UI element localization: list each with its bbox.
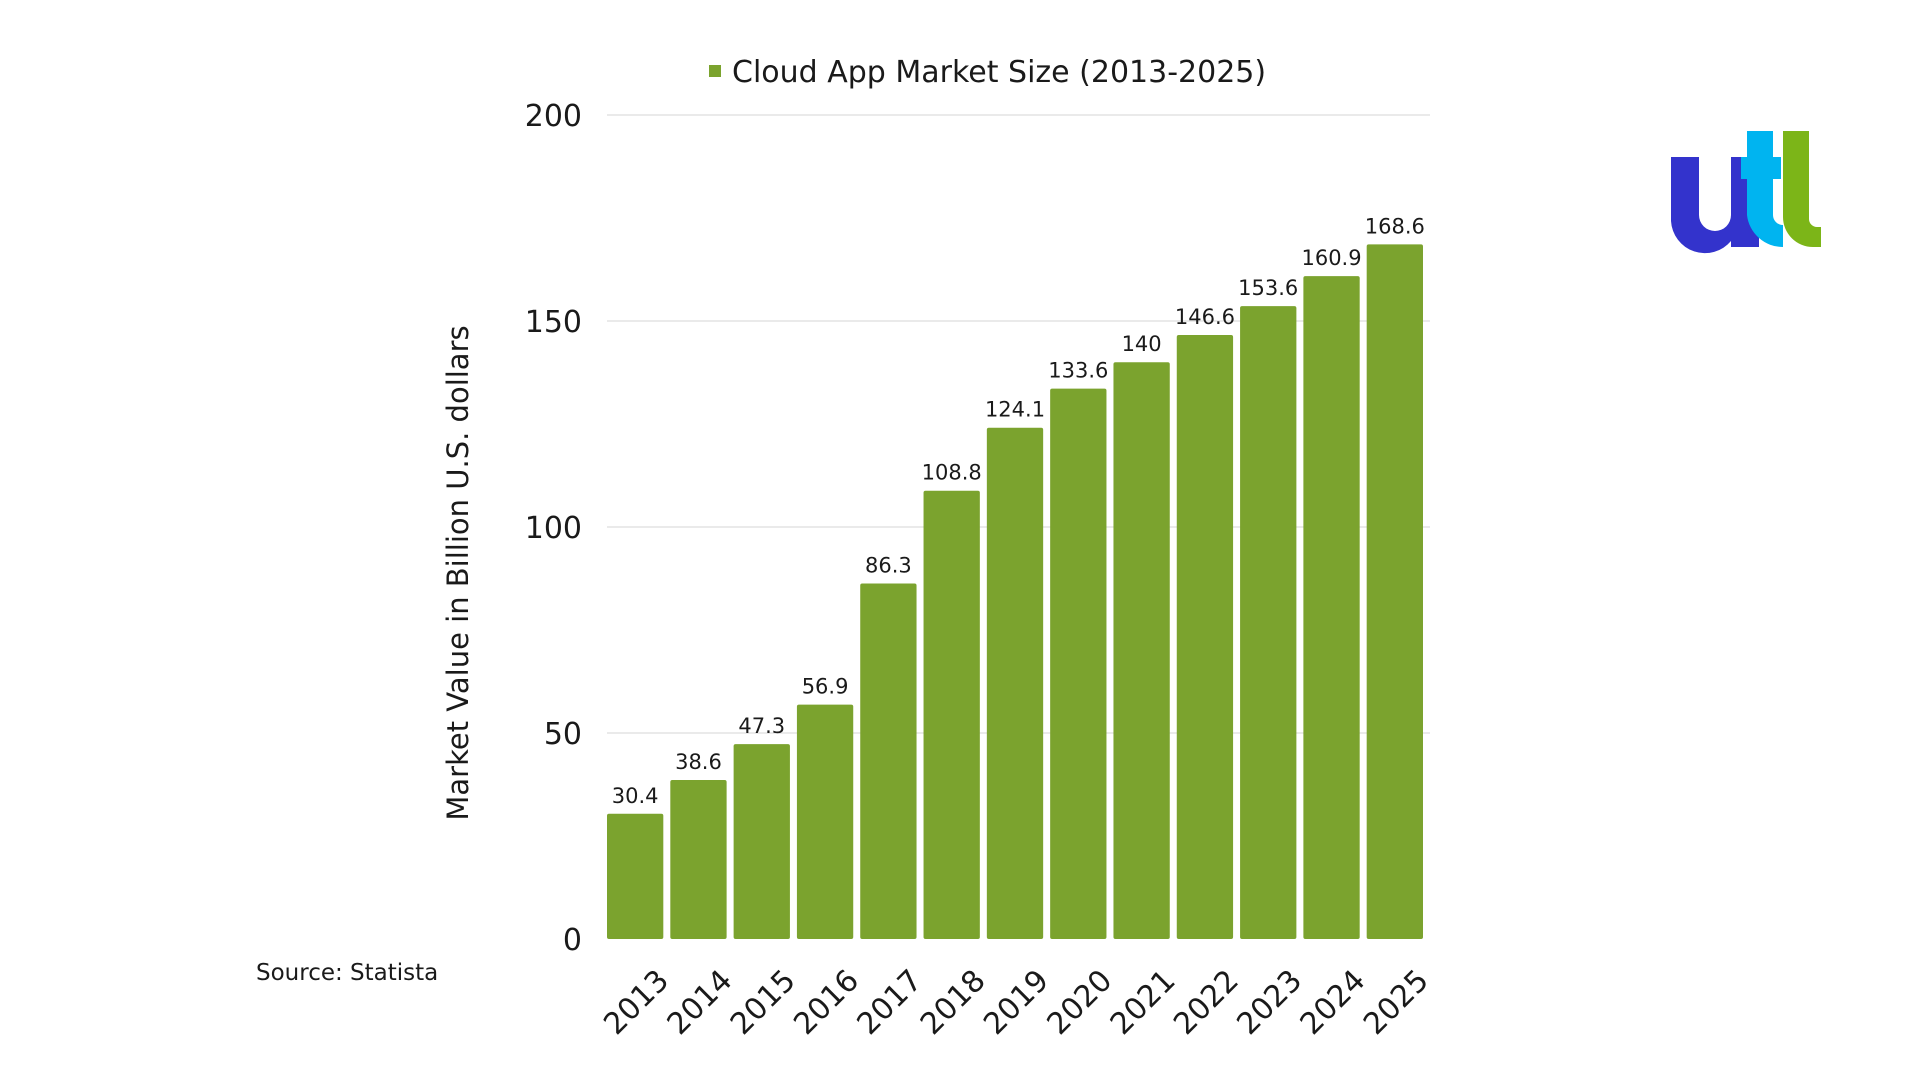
x-tick-label-2013: 2013 [597,963,676,1042]
legend-label: Cloud App Market Size (2013-2025) [732,55,1266,90]
data-label-2021: 140 [1122,332,1162,356]
bars [607,244,1423,940]
y-tick-label: 100 [525,511,582,546]
x-tick-label-2024: 2024 [1294,963,1373,1042]
logo-l-shape [1783,131,1821,247]
bar-2024 [1303,276,1360,939]
bar-2021 [1113,362,1170,939]
data-label-2019: 124.1 [985,398,1045,422]
data-label-2022: 146.6 [1175,305,1235,329]
x-tick-label-2015: 2015 [724,963,803,1042]
x-tick-label-2019: 2019 [977,963,1056,1042]
y-tick-labels: 0 50 100 150 200 [525,99,582,958]
data-label-2016: 56.9 [802,675,849,699]
data-label-2023: 153.6 [1238,276,1298,300]
logo-u-shape [1671,157,1759,254]
data-label-2017: 86.3 [865,553,912,577]
x-tick-labels: 2013201420152016201720182019202020212022… [597,963,1435,1042]
x-tick-label-2014: 2014 [661,963,740,1042]
data-label-2015: 47.3 [738,714,785,738]
data-label-2024: 160.9 [1301,246,1361,270]
x-tick-label-2018: 2018 [914,963,993,1042]
data-label-2025: 168.6 [1365,214,1425,238]
bar-2016 [796,704,854,939]
bar-2023 [1240,306,1297,940]
bar-2020 [1050,388,1107,939]
data-label-2018: 108.8 [922,461,982,485]
x-tick-label-2025: 2025 [1357,963,1436,1042]
y-tick-label: 200 [525,99,582,134]
x-tick-label-2023: 2023 [1230,963,1309,1042]
legend: Cloud App Market Size (2013-2025) [709,55,1266,90]
data-label-2020: 133.6 [1048,359,1108,383]
y-tick-label: 50 [544,717,582,752]
bar-2015 [733,744,790,939]
x-tick-label-2020: 2020 [1040,963,1119,1042]
y-tick-label: 0 [563,923,582,958]
logo-t-shape [1741,131,1783,248]
x-tick-label-2021: 2021 [1104,963,1183,1042]
data-label-2013: 30.4 [612,784,659,808]
source-note: Source: Statista [256,960,438,986]
bar-2022 [1176,335,1234,939]
bar-2018 [923,490,980,939]
bar-2013 [607,813,664,939]
data-label-2014: 38.6 [675,750,722,774]
y-axis-title: Market Value in Billion U.S. dollars [441,325,475,820]
bar-2025 [1366,244,1423,940]
logo [1671,131,1821,254]
bar-2019 [986,427,1044,939]
legend-swatch [709,65,721,77]
x-tick-label-2022: 2022 [1167,963,1246,1042]
x-tick-label-2017: 2017 [851,963,930,1042]
x-tick-label-2016: 2016 [787,963,866,1042]
bar-2014 [670,779,727,939]
y-tick-label: 150 [525,305,582,340]
bar-2017 [860,583,917,939]
